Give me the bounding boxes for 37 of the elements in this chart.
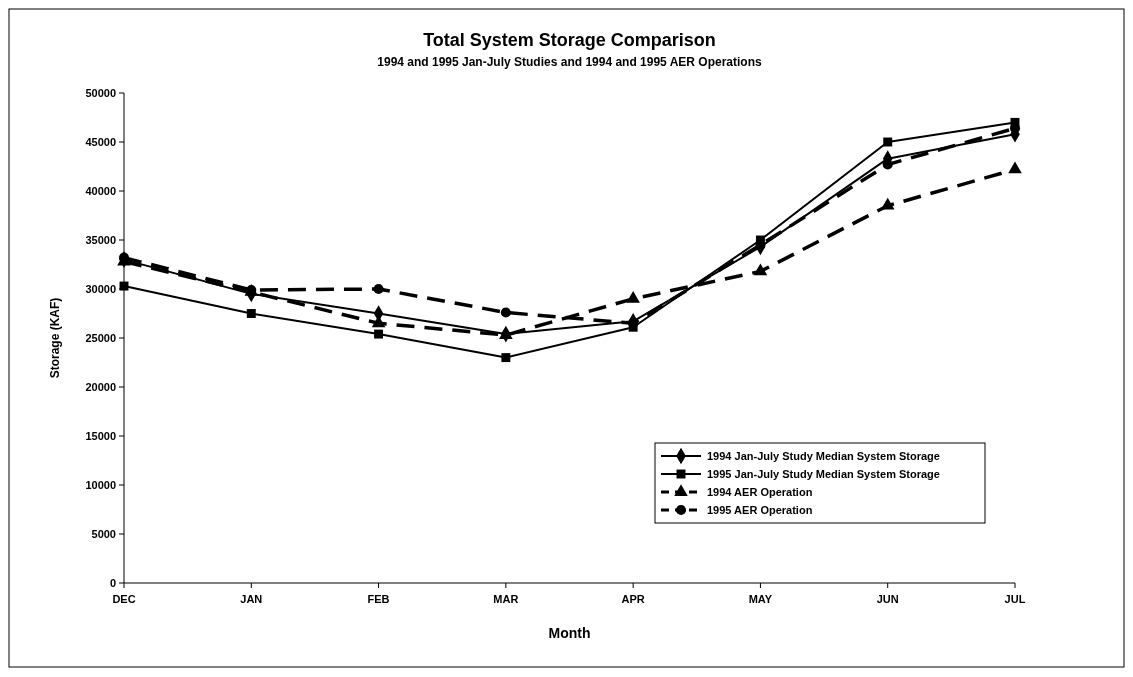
y-tick-label: 35000 [85,233,116,246]
y-tick-label: 15000 [85,429,116,442]
y-tick-label: 45000 [85,135,116,148]
y-tick-label: 25000 [85,331,116,344]
legend-label: 1994 Jan-July Study Median System Storage [707,449,940,462]
y-tick-label: 50000 [85,86,116,99]
point [880,197,895,210]
chart-subtitle: 1994 and 1995 Jan-July Studies and 1994 and 1995 AER Operations [377,55,763,69]
x-tick-label: JAN [240,593,263,605]
point [1008,161,1022,174]
x-tick-label: DEC [112,593,136,605]
point [373,283,384,295]
x-tick-label: MAR [493,593,519,605]
y-tick-label: 30000 [85,282,116,295]
x-axis-title: Month [548,625,591,641]
x-tick-label: FEB [367,593,390,605]
x-tick-label: JUN [876,593,899,605]
y-tick-label: 10000 [85,478,116,491]
point [500,307,511,318]
legend-label: 1994 AER Operation [707,485,813,498]
chart-title: Total System Storage Comparison [423,30,716,50]
y-tick-label: 40000 [85,184,116,197]
legend-label: 1995 Jan-July Study Median System Storage [707,467,940,480]
y-tick-label: 5000 [91,527,116,540]
y-axis-title: Storage (KAF) [48,297,62,379]
legend-label: 1995 AER Operation [707,503,813,516]
x-tick-label: MAY [748,593,773,605]
point [753,263,768,276]
point [501,353,511,363]
point [246,309,256,318]
x-tick-label: APR [621,593,645,605]
point [883,137,893,147]
y-tick-label: 0 [109,576,116,589]
y-tick-label: 20000 [85,380,116,393]
point [626,290,640,303]
point [374,329,384,339]
x-tick-label: JUL [1004,593,1026,605]
